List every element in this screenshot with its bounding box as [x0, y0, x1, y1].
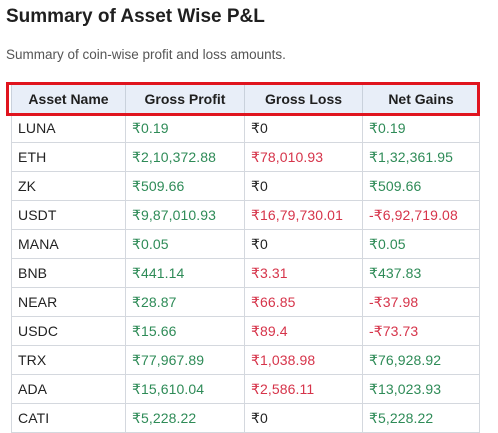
header-gross-loss: Gross Loss — [244, 84, 363, 114]
net-gains-cell: -₹37.98 — [362, 287, 480, 317]
gross-profit-cell: ₹0.19 — [125, 113, 245, 143]
net-gains-cell: ₹76,928.92 — [362, 345, 480, 375]
header-row: Asset Name Gross Profit Gross Loss Net G… — [11, 84, 480, 114]
header-gross-profit: Gross Profit — [125, 84, 245, 114]
table-header: Asset Name Gross Profit Gross Loss Net G… — [11, 84, 480, 114]
net-gains-cell: ₹437.83 — [362, 258, 480, 288]
gross-profit-cell: ₹77,967.89 — [125, 345, 245, 375]
gross-loss-cell: ₹0 — [244, 171, 363, 201]
asset-name-cell: CATI — [11, 403, 126, 433]
table-row: USDC ₹15.66 ₹89.4 -₹73.73 — [11, 316, 480, 346]
pnl-table-container: Asset Name Gross Profit Gross Loss Net G… — [6, 82, 484, 433]
gross-loss-cell: ₹78,010.93 — [244, 142, 363, 172]
asset-name-cell: MANA — [11, 229, 126, 259]
table-row: ETH ₹2,10,372.88 ₹78,010.93 ₹1,32,361.95 — [11, 142, 480, 172]
gross-profit-cell: ₹441.14 — [125, 258, 245, 288]
gross-loss-cell: ₹89.4 — [244, 316, 363, 346]
gross-loss-cell: ₹3.31 — [244, 258, 363, 288]
gross-profit-cell: ₹0.05 — [125, 229, 245, 259]
asset-name-cell: ZK — [11, 171, 126, 201]
table-row: USDT ₹9,87,010.93 ₹16,79,730.01 -₹6,92,7… — [11, 200, 480, 230]
net-gains-cell: ₹509.66 — [362, 171, 480, 201]
net-gains-cell: ₹13,023.93 — [362, 374, 480, 404]
asset-name-cell: BNB — [11, 258, 126, 288]
gross-loss-cell: ₹0 — [244, 113, 363, 143]
gross-profit-cell: ₹9,87,010.93 — [125, 200, 245, 230]
asset-name-cell: ETH — [11, 142, 126, 172]
gross-loss-cell: ₹0 — [244, 229, 363, 259]
asset-name-cell: NEAR — [11, 287, 126, 317]
net-gains-cell: ₹0.05 — [362, 229, 480, 259]
asset-name-cell: USDT — [11, 200, 126, 230]
net-gains-cell: ₹5,228.22 — [362, 403, 480, 433]
table-body: LUNA ₹0.19 ₹0 ₹0.19 ETH ₹2,10,372.88 ₹78… — [11, 113, 480, 433]
table-row: ZK ₹509.66 ₹0 ₹509.66 — [11, 171, 480, 201]
net-gains-cell: ₹1,32,361.95 — [362, 142, 480, 172]
header-asset-name: Asset Name — [11, 84, 126, 114]
table-row: LUNA ₹0.19 ₹0 ₹0.19 — [11, 113, 480, 143]
asset-name-cell: TRX — [11, 345, 126, 375]
page-subtitle: Summary of coin-wise profit and loss amo… — [6, 47, 286, 62]
table-row: NEAR ₹28.87 ₹66.85 -₹37.98 — [11, 287, 480, 317]
gross-loss-cell: ₹0 — [244, 403, 363, 433]
gross-profit-cell: ₹509.66 — [125, 171, 245, 201]
gross-profit-cell: ₹15.66 — [125, 316, 245, 346]
gross-loss-cell: ₹2,586.11 — [244, 374, 363, 404]
table-row: CATI ₹5,228.22 ₹0 ₹5,228.22 — [11, 403, 480, 433]
table-row: BNB ₹441.14 ₹3.31 ₹437.83 — [11, 258, 480, 288]
table-row: ADA ₹15,610.04 ₹2,586.11 ₹13,023.93 — [11, 374, 480, 404]
gross-loss-cell: ₹16,79,730.01 — [244, 200, 363, 230]
table-row: TRX ₹77,967.89 ₹1,038.98 ₹76,928.92 — [11, 345, 480, 375]
page-title: Summary of Asset Wise P&L — [6, 6, 265, 27]
header-net-gains: Net Gains — [362, 84, 480, 114]
asset-name-cell: LUNA — [11, 113, 126, 143]
gross-loss-cell: ₹66.85 — [244, 287, 363, 317]
net-gains-cell: -₹73.73 — [362, 316, 480, 346]
asset-pnl-table: Asset Name Gross Profit Gross Loss Net G… — [11, 84, 480, 433]
gross-profit-cell: ₹2,10,372.88 — [125, 142, 245, 172]
asset-name-cell: USDC — [11, 316, 126, 346]
gross-profit-cell: ₹28.87 — [125, 287, 245, 317]
asset-name-cell: ADA — [11, 374, 126, 404]
table-row: MANA ₹0.05 ₹0 ₹0.05 — [11, 229, 480, 259]
gross-loss-cell: ₹1,038.98 — [244, 345, 363, 375]
gross-profit-cell: ₹5,228.22 — [125, 403, 245, 433]
net-gains-cell: -₹6,92,719.08 — [362, 200, 480, 230]
net-gains-cell: ₹0.19 — [362, 113, 480, 143]
gross-profit-cell: ₹15,610.04 — [125, 374, 245, 404]
